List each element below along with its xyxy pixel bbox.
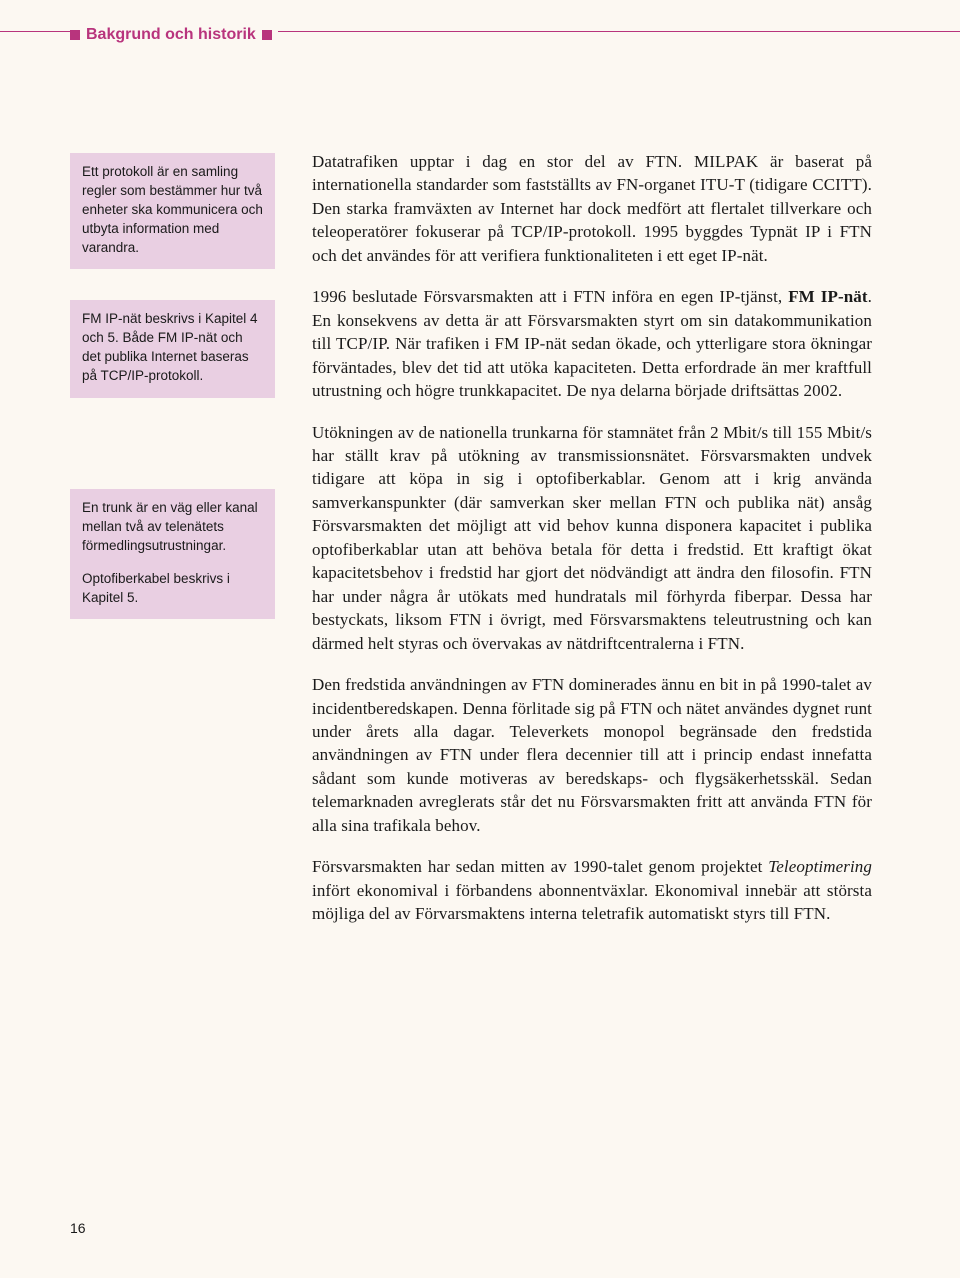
margin-note-text: FM IP-nät beskrivs i Kapitel 4 och 5. Bå…	[82, 310, 263, 386]
body-paragraph: Försvarsmakten har sedan mitten av 1990-…	[312, 855, 872, 925]
body-paragraph: Den fredstida användningen av FTN domine…	[312, 673, 872, 837]
body-paragraph: 1996 beslutade Försvarsmakten att i FTN …	[312, 285, 872, 402]
text-run: FM IP-nät	[788, 287, 867, 306]
body-paragraph: Datatrafiken upptar i dag en stor del av…	[312, 150, 872, 267]
text-run: Utökningen av de nationella trunkarna fö…	[312, 423, 872, 653]
margin-note: En trunk är en väg eller kanal mellan tv…	[70, 489, 275, 619]
main-text-column: Datatrafiken upptar i dag en stor del av…	[312, 150, 872, 944]
margin-note-text: En trunk är en väg eller kanal mellan tv…	[82, 499, 263, 556]
page-number: 16	[70, 1220, 86, 1236]
text-run: Datatrafiken upptar i dag en stor del av…	[312, 152, 872, 265]
sidebar-notes: Ett protokoll är en samling regler som b…	[70, 0, 275, 1200]
header-rule-right	[278, 31, 960, 32]
text-run: infört ekonomival i förbandens abonnentv…	[312, 881, 872, 923]
text-run: 1996 beslutade Försvarsmakten att i FTN …	[312, 287, 788, 306]
margin-note-text: Ett protokoll är en samling regler som b…	[82, 163, 263, 257]
text-run: Teleoptimering	[768, 857, 872, 876]
margin-note: FM IP-nät beskrivs i Kapitel 4 och 5. Bå…	[70, 300, 275, 398]
text-run: Försvarsmakten har sedan mitten av 1990-…	[312, 857, 768, 876]
margin-note-text: Optofiberkabel beskrivs i Kapitel 5.	[82, 570, 263, 608]
header-rule-left	[0, 31, 70, 32]
text-run: Den fredstida användningen av FTN domine…	[312, 675, 872, 835]
body-paragraph: Utökningen av de nationella trunkarna fö…	[312, 421, 872, 656]
margin-note: Ett protokoll är en samling regler som b…	[70, 153, 275, 269]
